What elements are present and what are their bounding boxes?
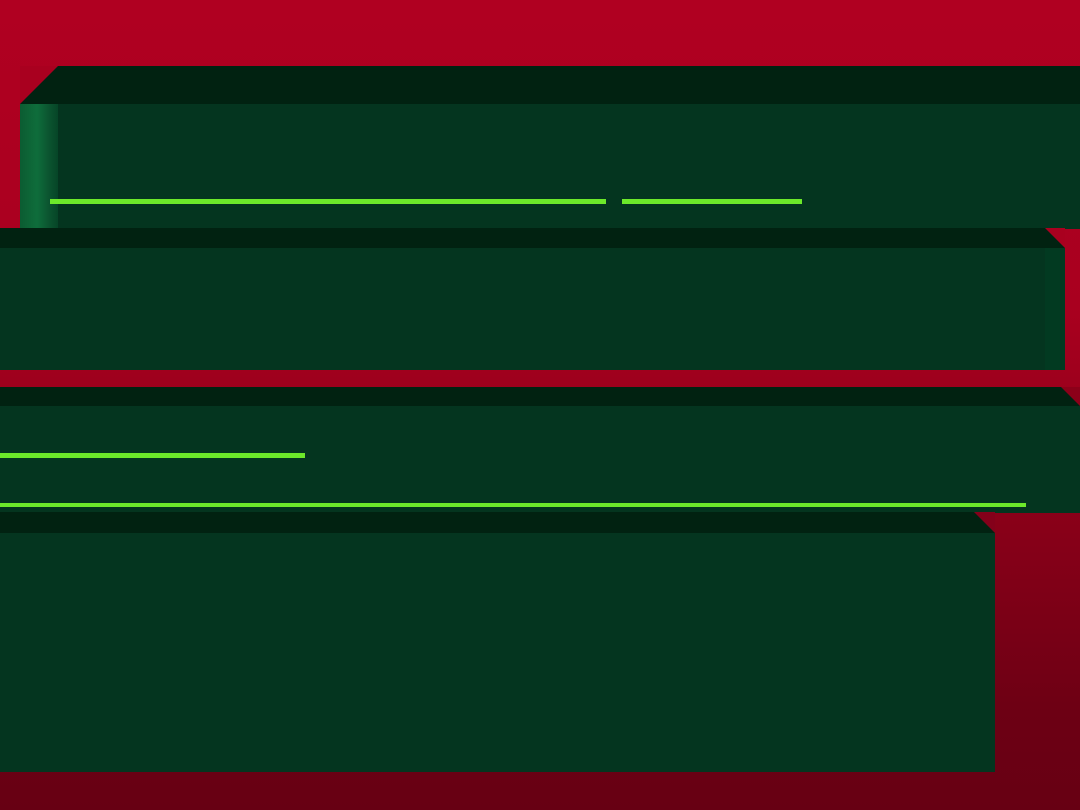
text-rule xyxy=(622,199,802,204)
panel-face xyxy=(0,406,1080,513)
panel-corner-miter-topright xyxy=(1061,387,1080,406)
panel-top-bevel xyxy=(20,66,1080,104)
panel-subtitle-placeholder[interactable] xyxy=(0,228,1065,370)
panel-top-bevel xyxy=(0,387,1080,406)
panel-face xyxy=(58,104,1080,229)
panel-face xyxy=(0,248,1045,370)
panel-corner-miter-topright xyxy=(1045,228,1065,248)
panel-left-bevel xyxy=(20,104,58,229)
panel-top-bevel xyxy=(0,512,995,533)
panel-title-placeholder[interactable] xyxy=(20,66,1080,229)
ghost-text xyxy=(0,296,12,344)
panel-right-bevel xyxy=(1045,248,1065,370)
panel-corner-miter-topright xyxy=(974,512,995,533)
panel-content-placeholder[interactable] xyxy=(0,512,995,772)
text-rule xyxy=(0,453,305,458)
text-rule xyxy=(0,503,1026,507)
text-rule xyxy=(50,199,606,204)
panel-face xyxy=(0,533,995,772)
panel-top-bevel xyxy=(0,228,1065,248)
panel-corner-miter-topleft xyxy=(20,66,58,104)
panel-body-placeholder[interactable] xyxy=(0,387,1080,513)
